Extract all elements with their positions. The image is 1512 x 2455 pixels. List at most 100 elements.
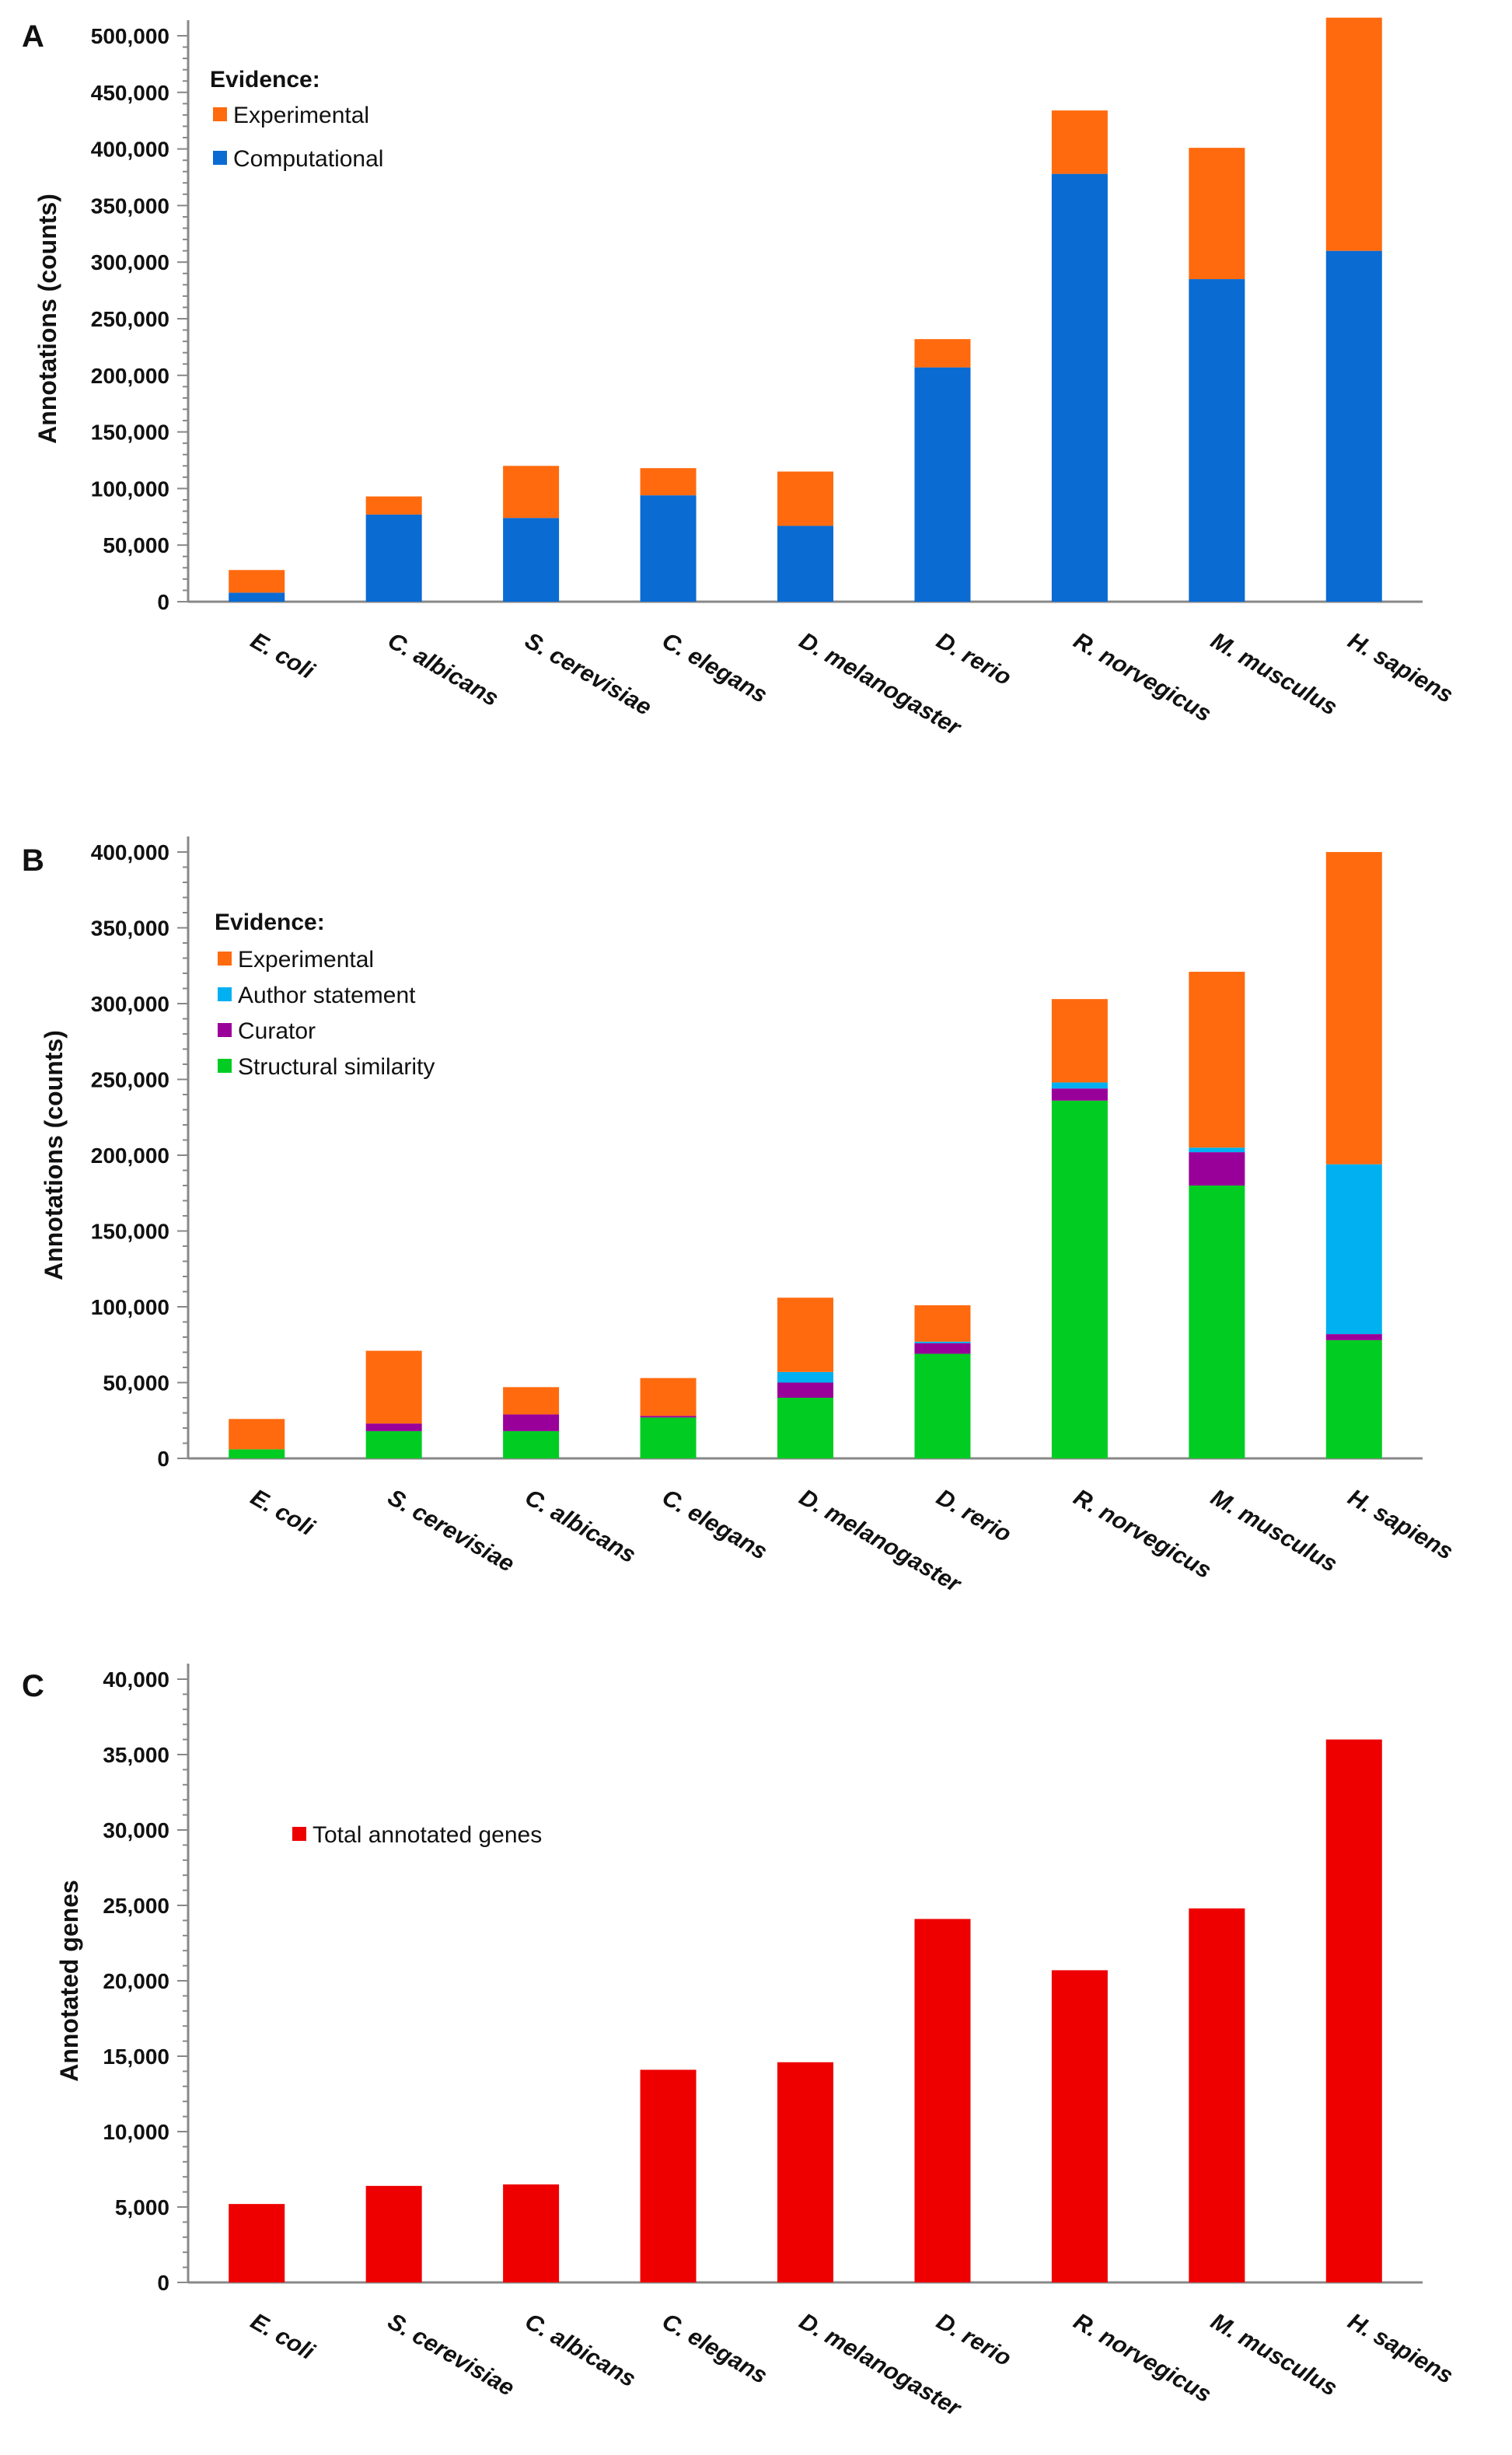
panel-a-bar-computational-d-rerio [914, 367, 971, 602]
panel-a-bar-experimental-c-elegans [640, 468, 697, 496]
panel-c-legend-label-total-annotated-genes: Total annotated genes [313, 1822, 542, 1848]
panel-b-bar-curator-m-musculus [1189, 1152, 1245, 1186]
panel-a-category-label-e-coli: E. coli [246, 627, 320, 684]
panel-c-legend-swatch-total-annotated-genes [292, 1827, 306, 1841]
panel-a-y-tick-label: 350,000 [91, 194, 169, 218]
panel-c-bar-total-annotated-genes-e-coli [229, 2204, 285, 2282]
panel-b-letter: B [22, 843, 44, 878]
panel-c-y-axis-label: Annotated genes [55, 1880, 83, 2082]
panel-b-category-label-m-musculus: M. musculus [1206, 1484, 1342, 1577]
panel-a-y-tick-label: 250,000 [91, 307, 169, 331]
panel-b-bar-author-statement-h-sapiens [1325, 1164, 1382, 1335]
panel-b-y-axis-label: Annotations (counts) [40, 1030, 68, 1280]
panel-b-category-label-c-elegans: C. elegans [658, 1484, 771, 1565]
panel-b-legend-label-author-statement: Author statement [238, 983, 416, 1008]
panel-a-category-label-c-elegans: C. elegans [658, 627, 771, 708]
panel-c-bar-total-annotated-genes-c-elegans [640, 2069, 697, 2282]
panel-b-y-tick-label: 50,000 [103, 1371, 169, 1395]
panel-c-bar-total-annotated-genes-s-cerevisiae [365, 2185, 422, 2282]
panel-b-bar-structural-similarity-r-norvegicus [1051, 1100, 1108, 1458]
panel-b-bar-structural-similarity-d-rerio [914, 1353, 971, 1458]
panel-a-category-label-r-norvegicus: R. norvegicus [1069, 627, 1215, 727]
panel-b: B 0 50,000 100,000 150,000 200,000 250,000 300,… [22, 836, 1458, 1598]
panel-b-bar-author-statement-r-norvegicus [1051, 1082, 1108, 1089]
panel-a-category-label-c-albicans: C. albicans [383, 627, 503, 711]
panel-c-category-label-c-elegans: C. elegans [658, 2308, 771, 2389]
panel-b-bar-experimental-r-norvegicus [1051, 999, 1108, 1083]
panel-b-bar-experimental-s-cerevisiae [365, 1350, 422, 1424]
panel-c-category-label-h-sapiens: H. sapiens [1343, 2308, 1457, 2389]
panel-a-bar-computational-c-albicans [365, 514, 422, 602]
panel-a-y-tick-label: 150,000 [91, 421, 169, 445]
panel-b-bar-curator-c-elegans [640, 1416, 697, 1418]
panel-c-category-label-e-coli: E. coli [246, 2308, 320, 2365]
panel-c-y-tick-label: 35,000 [103, 1743, 169, 1767]
panel-a-legend-label-experimental: Experimental [233, 103, 369, 128]
panel-c-category-label-c-albicans: C. albicans [521, 2308, 641, 2392]
panel-a-y-tick-label: 200,000 [91, 364, 169, 388]
panel-b-y-tick-label: 350,000 [91, 917, 169, 941]
panel-b-bar-experimental-d-rerio [914, 1305, 971, 1342]
panel-a-category-label-d-rerio: D. rerio [932, 627, 1015, 690]
panel-a-bar-computational-r-norvegicus [1051, 173, 1108, 602]
panel-c-bar-total-annotated-genes-c-albicans [503, 2184, 560, 2282]
panel-a-bar-computational-m-musculus [1189, 279, 1245, 602]
panel-c-bar-total-annotated-genes-r-norvegicus [1051, 1970, 1108, 2282]
panel-b-bar-curator-s-cerevisiae [365, 1423, 422, 1431]
panel-a-bar-computational-s-cerevisiae [503, 518, 560, 602]
panel-c-y-tick-label: 5,000 [115, 2195, 169, 2219]
panel-b-bar-curator-d-melanogaster [777, 1382, 833, 1398]
panel-a-bar-experimental-d-rerio [914, 339, 971, 368]
panel-b-bar-experimental-m-musculus [1189, 972, 1245, 1148]
panel-b-bar-experimental-c-elegans [640, 1378, 697, 1416]
panel-b-legend-swatch-experimental [218, 952, 232, 966]
panel-a-bar-computational-c-elegans [640, 495, 697, 602]
panel-c-letter: C [22, 1669, 44, 1703]
panel-b-bar-structural-similarity-h-sapiens [1325, 1339, 1382, 1458]
panel-a-bar-experimental-r-norvegicus [1051, 110, 1108, 174]
panel-a-legend-title: Evidence: [210, 67, 320, 93]
panel-a-bar-computational-d-melanogaster [777, 526, 833, 602]
panel-b-y-tick-label: 300,000 [91, 992, 169, 1016]
panel-b-bar-author-statement-d-rerio [914, 1341, 971, 1343]
panel-a-legend-label-computational: Computational [233, 146, 383, 172]
panel-b-bar-experimental-h-sapiens [1325, 852, 1382, 1165]
panel-b-legend-title: Evidence: [215, 910, 325, 935]
panel-b-category-label-d-rerio: D. rerio [932, 1484, 1015, 1547]
panel-b-bar-experimental-c-albicans [503, 1387, 560, 1415]
panel-a-bar-experimental-h-sapiens [1325, 17, 1382, 251]
panel-b-category-label-r-norvegicus: R. norvegicus [1069, 1484, 1215, 1584]
panel-b-bar-structural-similarity-c-albicans [503, 1430, 560, 1458]
panel-a-y-axis-label: Annotations (counts) [33, 194, 61, 444]
panel-b-legend-swatch-curator [218, 1023, 232, 1037]
panel-b-legend-label-curator: Curator [238, 1018, 316, 1044]
panel-b-y-tick-label: 150,000 [91, 1220, 169, 1244]
panel-b-bar-structural-similarity-s-cerevisiae [365, 1430, 422, 1458]
panel-b-legend-swatch-structural-similarity [218, 1059, 232, 1073]
panel-b-category-label-h-sapiens: H. sapiens [1343, 1484, 1457, 1565]
panel-c-y-tick-label: 20,000 [103, 1969, 169, 1993]
panel-b-y-tick-label: 250,000 [91, 1068, 169, 1092]
panel-b-y-tick-label: 200,000 [91, 1144, 169, 1168]
panel-a-y-tick-label: 100,000 [91, 477, 169, 501]
panel-a-legend-swatch-computational [213, 151, 227, 165]
panel-a-bar-experimental-c-albicans [365, 496, 422, 515]
panel-a-y-tick-label: 50,000 [103, 533, 169, 557]
panel-c-bar-total-annotated-genes-d-rerio [914, 1919, 971, 2282]
panel-b-legend-label-experimental: Experimental [238, 947, 374, 973]
panel-b-bar-curator-d-rerio [914, 1343, 971, 1354]
panel-c-bar-total-annotated-genes-d-melanogaster [777, 2062, 833, 2282]
panel-b-bar-author-statement-m-musculus [1189, 1147, 1245, 1153]
panel-c-y-tick-label: 15,000 [103, 2045, 169, 2069]
panel-c-y-tick-label: 30,000 [103, 1818, 169, 1842]
panel-c-y-tick-label: 0 [157, 2271, 169, 2295]
panel-b-category-label-e-coli: E. coli [246, 1484, 320, 1541]
panel-b-bar-author-statement-d-melanogaster [777, 1371, 833, 1383]
panel-a-bar-computational-e-coli [229, 592, 285, 602]
panel-c-bar-total-annotated-genes-h-sapiens [1325, 1739, 1382, 2282]
panel-a-category-label-m-musculus: M. musculus [1206, 627, 1342, 720]
panel-b-bar-experimental-e-coli [229, 1419, 285, 1450]
panel-c-category-label-m-musculus: M. musculus [1206, 2308, 1342, 2401]
panel-b-bar-structural-similarity-m-musculus [1189, 1186, 1245, 1458]
